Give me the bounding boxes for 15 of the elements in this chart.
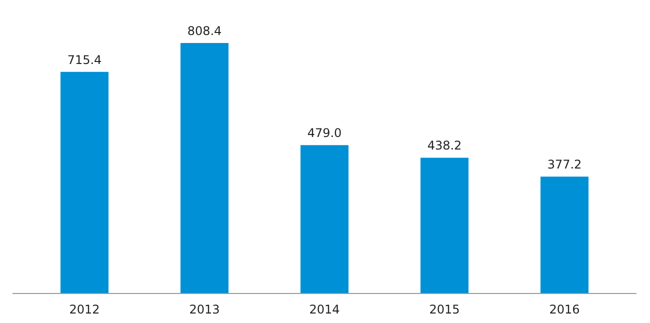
x-tick-label: 2014: [309, 302, 340, 316]
bar: [300, 145, 348, 294]
bar: [420, 158, 468, 294]
data-label: 479.0: [307, 126, 342, 140]
bar: [180, 43, 228, 294]
x-tick-label: 2015: [429, 302, 460, 316]
data-label: 808.4: [187, 24, 222, 38]
x-tick-label: 2016: [549, 302, 580, 316]
bar: [60, 72, 108, 294]
x-tick-label: 2013: [189, 302, 220, 316]
data-label: 715.4: [67, 52, 102, 67]
data-label: 377.2: [547, 158, 582, 172]
bar: [540, 176, 588, 294]
x-tick-label: 2012: [69, 302, 100, 316]
data-label: 438.2: [427, 138, 462, 153]
